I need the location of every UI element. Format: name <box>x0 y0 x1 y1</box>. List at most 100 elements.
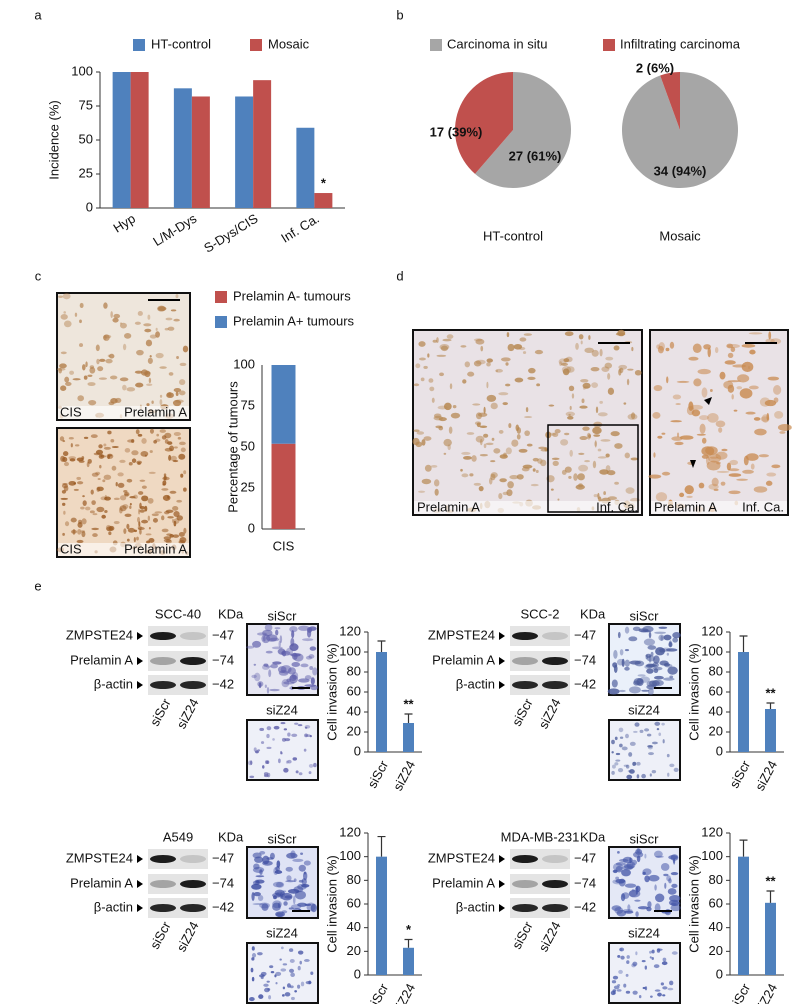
texture <box>297 965 301 971</box>
texture <box>617 767 624 773</box>
legend-label: Carcinoma in situ <box>447 36 547 51</box>
texture <box>618 689 626 693</box>
texture <box>58 295 63 298</box>
panel-label: c <box>35 268 42 283</box>
texture <box>615 865 623 873</box>
bar <box>112 72 131 208</box>
texture <box>473 482 482 486</box>
texture <box>625 487 635 494</box>
texture <box>290 904 302 910</box>
texture <box>297 883 307 890</box>
texture <box>464 361 471 368</box>
texture <box>452 405 457 409</box>
lane-label: siScr <box>509 918 536 951</box>
y-tick-label: 75 <box>241 397 255 412</box>
texture <box>764 399 777 407</box>
texture <box>636 678 644 687</box>
texture <box>624 883 637 888</box>
texture <box>284 992 291 997</box>
lane-label: siScr <box>147 918 174 951</box>
blot-band <box>542 657 568 665</box>
texture <box>666 376 669 384</box>
texture <box>530 483 539 487</box>
row-pointer <box>499 904 505 912</box>
texture <box>655 647 665 656</box>
texture <box>552 460 559 467</box>
texture <box>172 506 179 511</box>
texture <box>280 946 284 950</box>
bar <box>403 723 414 752</box>
texture <box>745 411 756 415</box>
texture <box>621 869 631 877</box>
texture <box>126 523 130 530</box>
texture <box>628 752 633 757</box>
texture <box>652 666 663 671</box>
pie-title: HT-control <box>483 228 543 243</box>
image-label: Prelamin A <box>124 404 187 419</box>
texture <box>146 383 153 387</box>
texture <box>173 446 178 449</box>
texture <box>262 860 273 866</box>
legend-swatch <box>250 39 262 51</box>
texture <box>97 366 104 372</box>
texture <box>253 747 257 752</box>
texture <box>588 335 591 340</box>
texture <box>300 981 305 987</box>
texture <box>521 467 530 472</box>
texture <box>499 478 507 483</box>
texture <box>276 860 281 868</box>
texture <box>748 385 759 390</box>
error-bar <box>739 839 748 857</box>
micrograph <box>246 623 319 696</box>
texture <box>97 477 101 481</box>
texture <box>716 470 730 474</box>
texture <box>310 903 317 913</box>
texture <box>82 500 87 507</box>
error-bar <box>404 938 413 948</box>
texture <box>275 866 280 872</box>
texture <box>418 341 426 347</box>
texture <box>506 332 510 338</box>
texture <box>175 294 179 299</box>
texture <box>713 488 719 492</box>
texture <box>259 902 270 909</box>
row-pointer <box>499 855 505 863</box>
blot-unit: KDa <box>580 606 606 621</box>
bar <box>376 652 387 752</box>
texture <box>106 526 114 532</box>
bar <box>271 443 296 529</box>
texture <box>676 432 680 438</box>
texture <box>87 382 96 387</box>
texture <box>463 455 472 460</box>
texture <box>155 327 158 331</box>
texture <box>633 730 638 733</box>
texture <box>636 774 640 779</box>
texture <box>283 681 295 685</box>
slice-label: 34 (94%) <box>654 163 707 178</box>
texture <box>753 417 761 421</box>
texture <box>173 431 181 437</box>
texture <box>582 382 591 389</box>
texture <box>623 983 627 988</box>
texture <box>498 392 509 396</box>
bar <box>376 856 387 975</box>
texture <box>145 533 152 536</box>
row-pointer <box>499 632 505 640</box>
texture <box>619 858 629 862</box>
y-tick-label: 20 <box>347 943 361 958</box>
x-tick-label: siScr <box>726 757 753 790</box>
error-bar <box>766 702 775 709</box>
texture <box>637 906 649 910</box>
y-axis-label: Cell invasion (%) <box>324 643 339 741</box>
texture <box>428 378 434 383</box>
texture <box>310 684 319 691</box>
texture <box>260 741 265 744</box>
texture <box>630 457 638 461</box>
pie-slice <box>475 72 571 188</box>
texture <box>661 722 665 726</box>
y-tick-label: 40 <box>709 703 723 718</box>
texture <box>502 491 509 496</box>
significance: * <box>321 175 327 190</box>
texture <box>506 489 513 497</box>
